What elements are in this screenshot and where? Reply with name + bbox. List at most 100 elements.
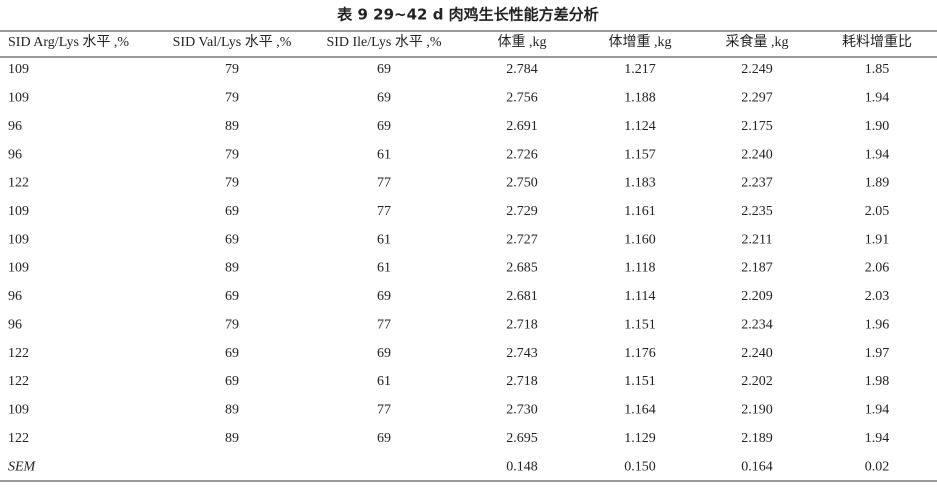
table-cell: 2.190 [741,403,773,418]
table-cell: 2.240 [741,346,773,361]
table-cell: 1.164 [624,403,656,418]
table-cell: 79 [225,147,239,162]
table-title: 表 9 29~42 d 肉鸡生长性能方差分析 [337,6,598,24]
table-cell: 2.297 [741,91,773,106]
table-cell: 1.176 [624,346,656,361]
column-header: 采食量 ,kg [726,33,789,50]
table-cell: 1.217 [624,62,656,77]
table-cell: 61 [377,261,391,276]
table-cell: 69 [377,289,391,304]
table-cell: 69 [377,62,391,77]
table-cell: 1.90 [865,119,890,134]
table-cell: 69 [225,289,239,304]
table-cell: 2.237 [741,176,773,191]
table-cell: 122 [8,431,29,446]
table-cell: 2.189 [741,431,773,446]
table-cell: 2.249 [741,62,773,77]
table-cell: 2.235 [741,204,773,219]
table-cell: 2.727 [506,232,538,247]
table-cell: 79 [225,317,239,332]
table-cell: 2.05 [865,204,890,219]
table-cell: 2.718 [506,317,538,332]
table-cell: 1.188 [624,91,656,106]
table-cell: 2.743 [506,346,538,361]
table-cell: 69 [377,431,391,446]
table-cell: 79 [225,91,239,106]
table-cell: 79 [225,176,239,191]
table-cell: 2.209 [741,289,773,304]
table-cell: 2.681 [506,289,538,304]
table-cell: 109 [8,204,29,219]
column-header: SID Ile/Lys 水平 ,% [326,34,441,50]
table-cell: 1.161 [624,204,656,219]
table-cell: 2.187 [741,261,773,276]
table-cell: 61 [377,232,391,247]
table-cell: 77 [377,403,391,418]
table-cell: 1.114 [625,289,656,304]
table-cell: 1.94 [865,91,890,106]
table-cell: 2.730 [506,403,538,418]
table-cell: 2.202 [741,374,773,389]
table-cell: 122 [8,374,29,389]
table-cell: 2.750 [506,176,538,191]
table-cell: 89 [225,403,239,418]
table-cell: 122 [8,346,29,361]
table-cell: 2.756 [506,91,538,106]
table-cell: 96 [8,119,22,134]
table-cell: 2.784 [506,62,538,77]
table-cell: 2.234 [741,317,773,332]
table-cell: 2.06 [865,261,890,276]
sem-cell: 0.150 [624,459,656,474]
table-cell: 89 [225,261,239,276]
table-cell: 96 [8,317,22,332]
table-cell: 77 [377,317,391,332]
table-cell: 69 [225,232,239,247]
table-cell: 2.695 [506,431,538,446]
table-cell: 89 [225,119,239,134]
table-cell: 1.94 [865,147,890,162]
table-cell: 69 [377,346,391,361]
table-cell: 77 [377,204,391,219]
table-cell: 109 [8,91,29,106]
table-cell: 1.94 [865,431,890,446]
sem-cell: 0.148 [506,459,538,474]
sem-label: SEM [8,459,37,474]
table-cell: 79 [225,62,239,77]
column-header: SID Val/Lys 水平 ,% [173,34,292,50]
table-cell: 1.89 [865,176,890,191]
table-cell: 2.685 [506,261,538,276]
table-cell: 122 [8,176,29,191]
table-cell: 77 [377,176,391,191]
table-cell: 1.157 [624,147,656,162]
table-cell: 89 [225,431,239,446]
table-cell: 2.211 [742,232,773,247]
table-cell: 109 [8,62,29,77]
table-cell: 1.118 [625,261,656,276]
table-cell: 61 [377,374,391,389]
table-cell: 2.175 [741,119,773,134]
table-cell: 109 [8,261,29,276]
table-cell: 109 [8,232,29,247]
table-cell: 109 [8,403,29,418]
table-cell: 2.240 [741,147,773,162]
column-header: SID Arg/Lys 水平 ,% [8,34,129,50]
table-cell: 61 [377,147,391,162]
table-cell: 1.151 [624,317,656,332]
sem-cell: 0.164 [741,459,773,474]
table-cell: 1.124 [624,119,656,134]
table-cell: 69 [377,119,391,134]
table-cell: 1.97 [865,346,890,361]
table-cell: 69 [377,91,391,106]
table-cell: 1.91 [865,232,890,247]
table-cell: 69 [225,204,239,219]
table-cell: 2.718 [506,374,538,389]
table-cell: 1.85 [865,62,890,77]
table-cell: 2.726 [506,147,538,162]
table-cell: 1.129 [624,431,656,446]
sem-cell: 0.02 [865,459,890,474]
table-cell: 1.183 [624,176,656,191]
column-header: 体增重 ,kg [609,34,672,50]
table-cell: 1.160 [624,232,656,247]
table-cell: 1.98 [865,374,890,389]
